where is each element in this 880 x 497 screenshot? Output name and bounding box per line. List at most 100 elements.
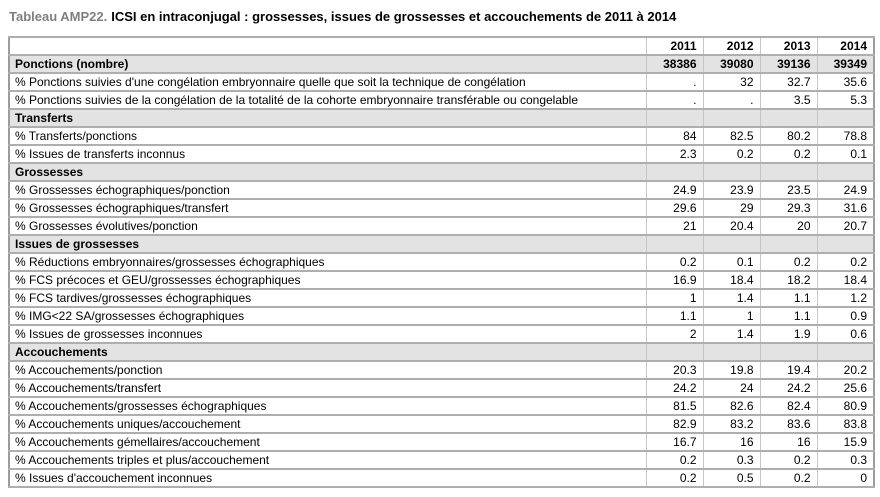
cell-value: 0.9 <box>816 306 875 326</box>
table-row: % Accouchements/grossesses échographique… <box>8 396 875 416</box>
cell-value: 16 <box>759 432 818 452</box>
section-row: Transferts <box>8 108 875 128</box>
row-label: % Grossesses échographiques/transfert <box>8 198 647 218</box>
cell-value: 29.6 <box>645 198 704 218</box>
cell-value: 39080 <box>702 54 761 74</box>
cell-value: 82.9 <box>645 414 704 434</box>
cell-value: 20.2 <box>816 360 875 380</box>
cell-value: 16.7 <box>645 432 704 452</box>
row-label: % Accouchements/transfert <box>8 378 647 398</box>
row-label: % Accouchements uniques/accouchement <box>8 414 647 434</box>
cell-value: 82.4 <box>759 396 818 416</box>
row-label: % Accouchements triples et plus/accouche… <box>8 450 647 470</box>
cell-value: 19.8 <box>702 360 761 380</box>
cell-value: 0.6 <box>816 324 875 344</box>
cell-value: . <box>645 90 704 110</box>
cell-value <box>702 162 761 182</box>
cell-value: 20.7 <box>816 216 875 236</box>
cell-value: 39349 <box>816 54 875 74</box>
cell-value: 20 <box>759 216 818 236</box>
table-caption-text: ICSI en intraconjugal : grossesses, issu… <box>111 9 677 24</box>
row-label: % Accouchements/ponction <box>8 360 647 380</box>
table-row: % Réductions embryonnaires/grossesses éc… <box>8 252 875 272</box>
cell-value: 81.5 <box>645 396 704 416</box>
table-row: % Issues de grossesses inconnues 2 1.4 1.9 0… <box>8 324 875 344</box>
cell-value: 1.4 <box>702 288 761 308</box>
cell-value: 31.6 <box>816 198 875 218</box>
section-row: Issues de grossesses <box>8 234 875 254</box>
cell-value: 83.8 <box>816 414 875 434</box>
cell-value: 78.8 <box>816 126 875 146</box>
cell-value: 38386 <box>645 54 704 74</box>
cell-value: . <box>645 72 704 92</box>
row-label: % Ponctions suivies de la congélation de… <box>8 90 647 110</box>
cell-value: 1.1 <box>759 288 818 308</box>
row-label: % FCS précoces et GEU/grossesses échogra… <box>8 270 647 290</box>
table-body: Ponctions (nombre) 38386 39080 39136 39349% … <box>8 54 875 488</box>
section-row: Grossesses <box>8 162 875 182</box>
row-label: % Transferts/ponctions <box>8 126 647 146</box>
cell-value: 24.2 <box>759 378 818 398</box>
row-label: % Issues de grossesses inconnues <box>8 324 647 344</box>
cell-value: 0.2 <box>645 252 704 272</box>
header-year-2011: 2011 <box>645 36 704 56</box>
cell-value: 15.9 <box>816 432 875 452</box>
table-row: % Accouchements triples et plus/accouche… <box>8 450 875 470</box>
cell-value: 84 <box>645 126 704 146</box>
cell-value: 0.2 <box>759 468 818 488</box>
cell-value: 0.3 <box>816 450 875 470</box>
table-row: % Accouchements uniques/accouchement 82.9… <box>8 414 875 434</box>
cell-value: 39136 <box>759 54 818 74</box>
cell-value <box>816 342 875 362</box>
header-year-2014: 2014 <box>816 36 875 56</box>
cell-value <box>816 162 875 182</box>
cell-value: 0.5 <box>702 468 761 488</box>
cell-value: 35.6 <box>816 72 875 92</box>
cell-value <box>702 342 761 362</box>
cell-value <box>645 108 704 128</box>
cell-value: 16.9 <box>645 270 704 290</box>
cell-value <box>759 162 818 182</box>
row-label: % Grossesses évolutives/ponction <box>8 216 647 236</box>
table-row: % Grossesses évolutives/ponction 21 20.4 20… <box>8 216 875 236</box>
table-row: % Accouchements/transfert 24.2 24 24.2 25.6 <box>8 378 875 398</box>
cell-value: 3.5 <box>759 90 818 110</box>
cell-value: 32 <box>702 72 761 92</box>
cell-value: 0.2 <box>759 144 818 164</box>
row-label: % FCS tardives/grossesses échographiques <box>8 288 647 308</box>
table-header-row: 2011 2012 2013 2014 <box>8 36 875 56</box>
cell-value: 2 <box>645 324 704 344</box>
header-year-2012: 2012 <box>702 36 761 56</box>
cell-value: 0.2 <box>645 450 704 470</box>
cell-value <box>645 342 704 362</box>
row-label: % IMG<22 SA/grossesses échographiques <box>8 306 647 326</box>
section-row: Accouchements <box>8 342 875 362</box>
cell-value: 5.3 <box>816 90 875 110</box>
table-row: % Ponctions suivies de la congélation de… <box>8 90 875 110</box>
cell-value <box>816 108 875 128</box>
cell-value: 0.2 <box>702 144 761 164</box>
cell-value: 0.2 <box>645 468 704 488</box>
table-row: % Issues d'accouchement inconnues 0.2 0.5 0… <box>8 468 875 488</box>
cell-value: 0 <box>816 468 875 488</box>
cell-value: 24.9 <box>816 180 875 200</box>
table-row: % Grossesses échographiques/ponction 24.9… <box>8 180 875 200</box>
table-row: % IMG<22 SA/grossesses échographiques 1.1… <box>8 306 875 326</box>
cell-value: 2.3 <box>645 144 704 164</box>
cell-value <box>816 234 875 254</box>
cell-value: . <box>702 90 761 110</box>
cell-value: 1.1 <box>645 306 704 326</box>
table-caption: Tableau AMP22. ICSI en intraconjugal : gr… <box>9 9 676 24</box>
table-row: % Ponctions suivies d'une congélation em… <box>8 72 875 92</box>
cell-value: 18.4 <box>702 270 761 290</box>
header-year-2013: 2013 <box>759 36 818 56</box>
row-label: % Issues d'accouchement inconnues <box>8 468 647 488</box>
table-row: % Accouchements/ponction 20.3 19.8 19.4 20.2 <box>8 360 875 380</box>
cell-value <box>702 108 761 128</box>
row-label: % Issues de transferts inconnus <box>8 144 647 164</box>
cell-value: 0.3 <box>702 450 761 470</box>
cell-value: 0.1 <box>702 252 761 272</box>
row-label: % Ponctions suivies d'une congélation em… <box>8 72 647 92</box>
table-row: % Accouchements gémellaires/accouchement… <box>8 432 875 452</box>
data-table: 2011 2012 2013 2014 Ponctions (nombre) 38… <box>8 36 875 488</box>
